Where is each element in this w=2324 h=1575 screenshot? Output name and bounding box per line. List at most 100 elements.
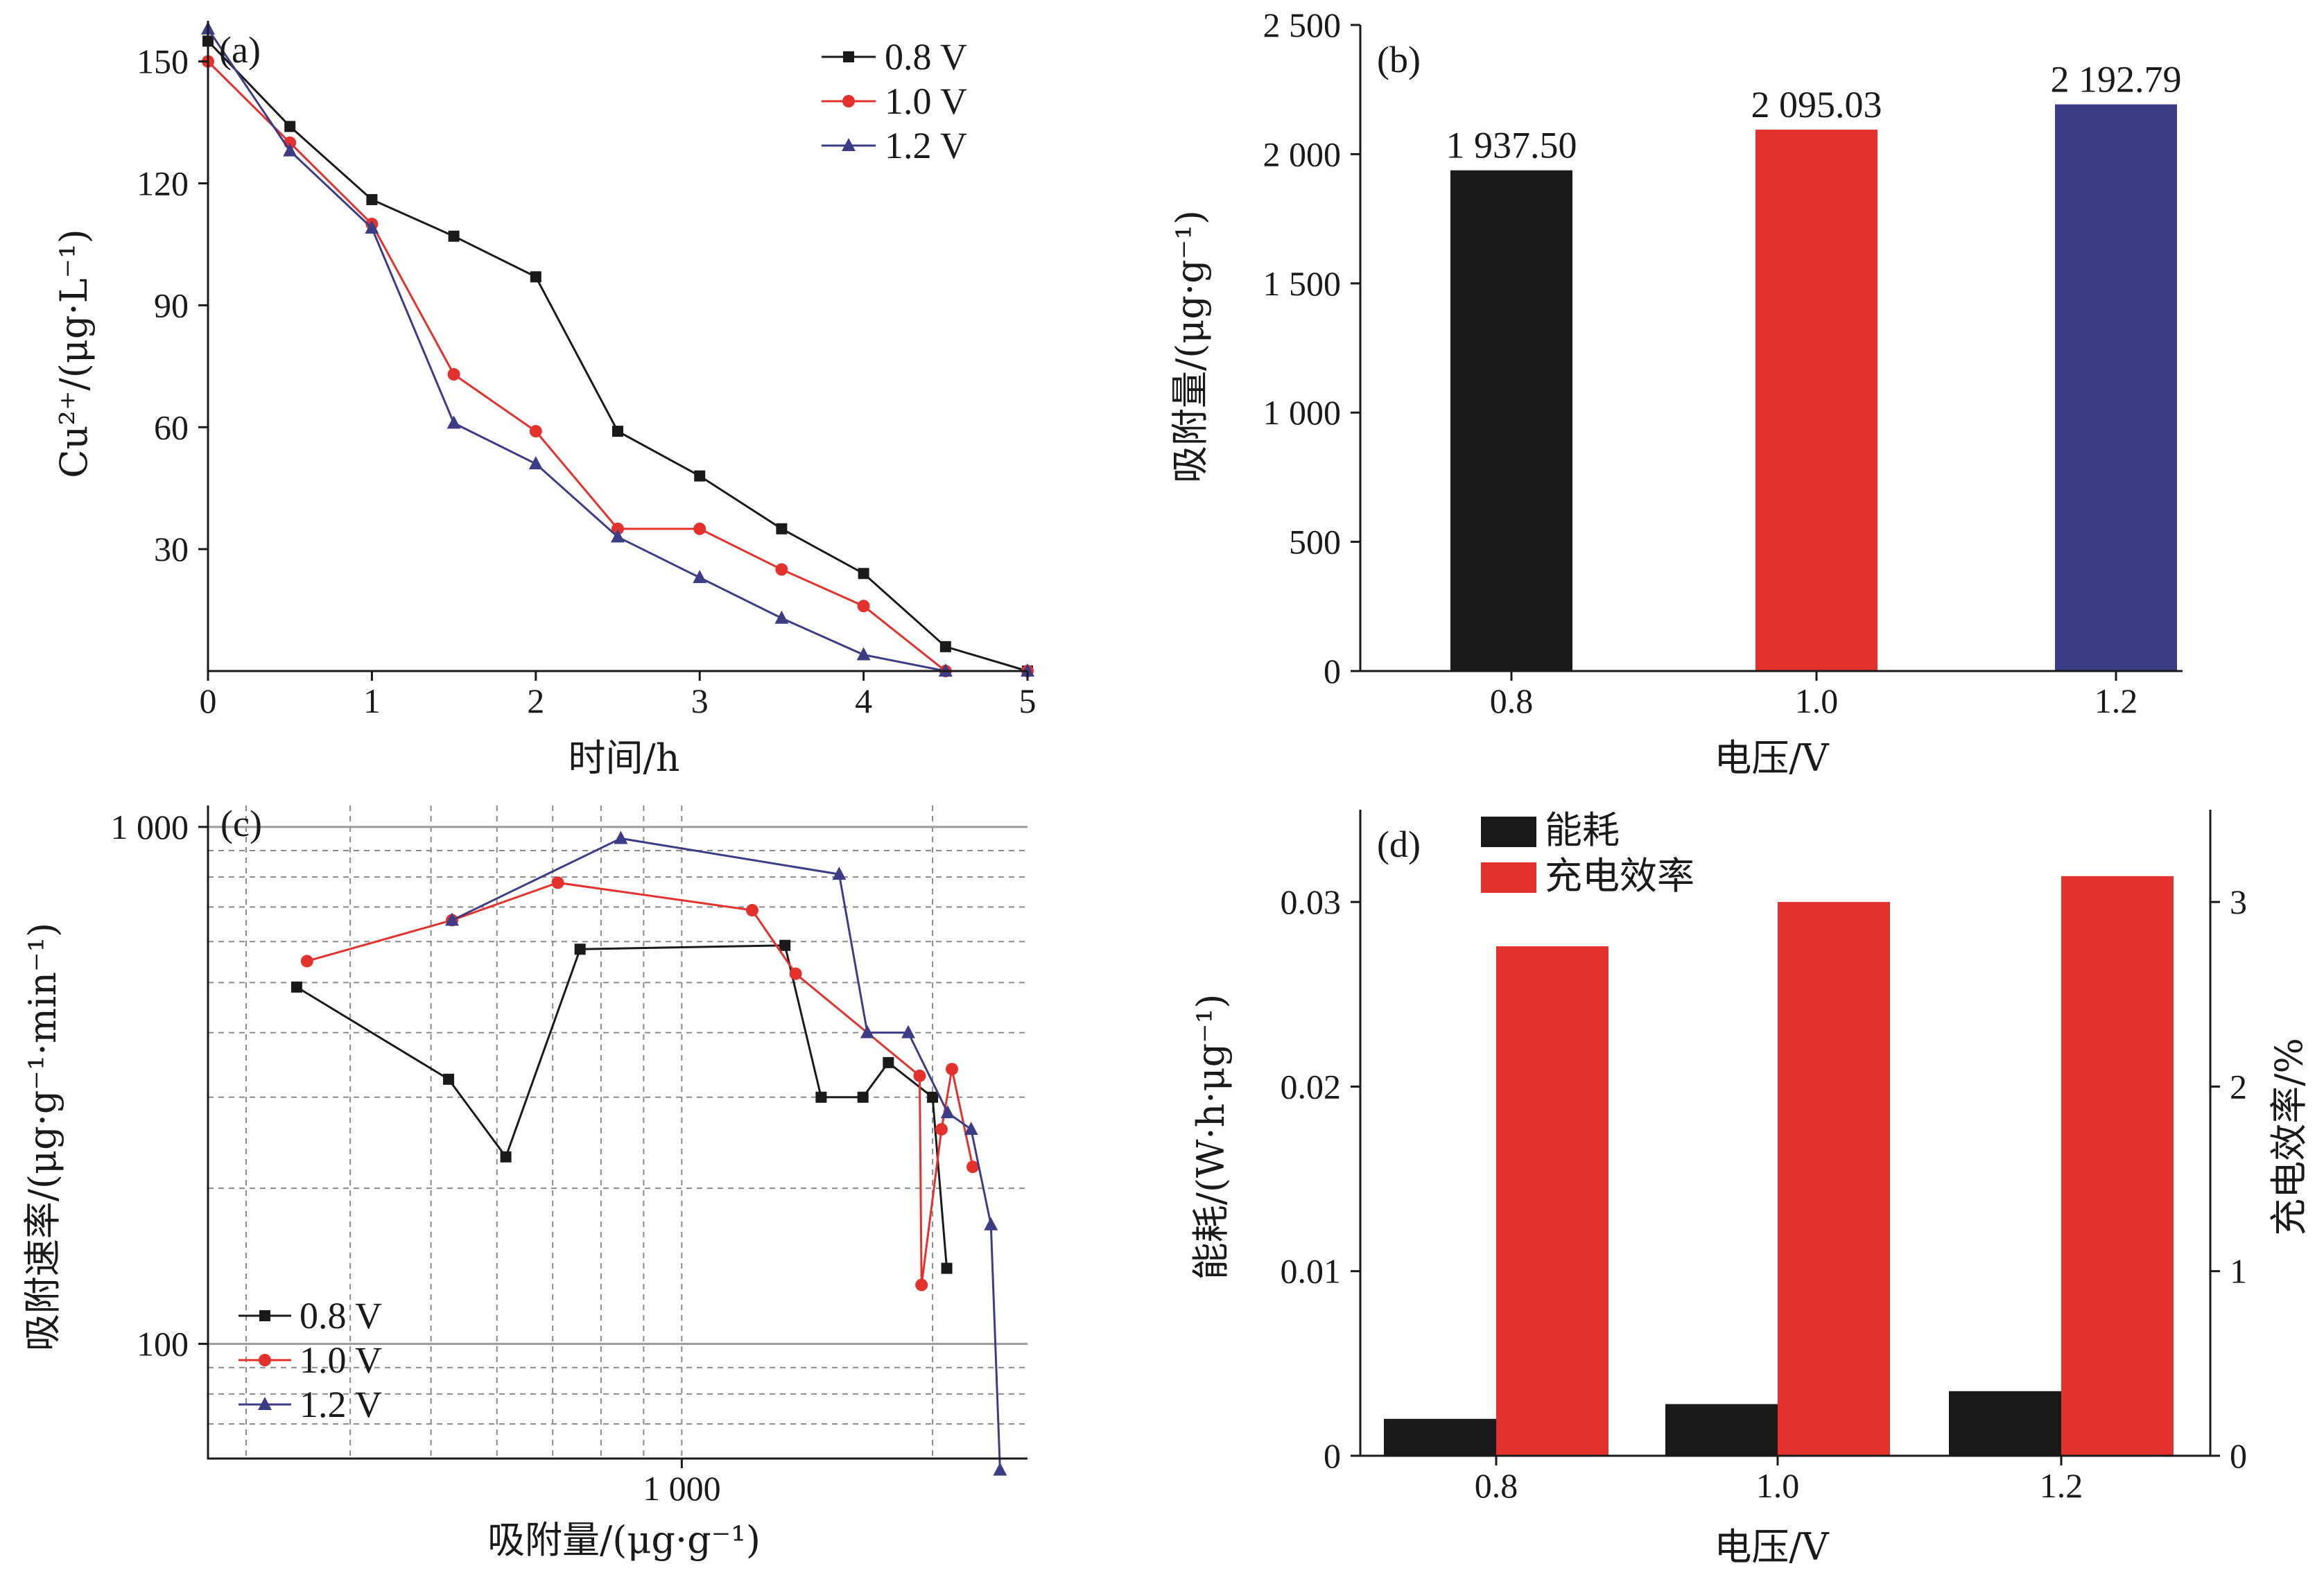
panel-a-point-0 bbox=[530, 271, 541, 283]
panel-a-point-2 bbox=[856, 647, 871, 661]
panel-a-point-2 bbox=[283, 143, 297, 157]
panel-a: (a) 0 1 2 3 4 5 30 60 90 120 150 时间/h Cu²⁺/(μg·L⁻… bbox=[52, 21, 1037, 780]
panel-b-xtick-label: 1.0 bbox=[1795, 681, 1839, 720]
panel-a-xtick-label: 1 bbox=[363, 681, 381, 720]
panel-a-legend-marker bbox=[842, 138, 856, 151]
panel-a-point-2 bbox=[365, 220, 379, 234]
panel-c-legend-label: 1.0 V bbox=[300, 1339, 382, 1381]
panel-b-bar-1.2 bbox=[2055, 104, 2177, 671]
panel-c-point-2 bbox=[940, 1105, 955, 1119]
panel-b-bar-0.8 bbox=[1450, 170, 1572, 671]
panel-d-xlabel: 电压/V bbox=[1714, 1525, 1829, 1569]
panel-a-point-2 bbox=[611, 529, 625, 543]
panel-c-xtick-label: 1 000 bbox=[643, 1469, 721, 1508]
panel-c-point-2 bbox=[614, 830, 628, 844]
panel-c-plot bbox=[290, 830, 1007, 1476]
panel-a-point-1 bbox=[447, 368, 460, 381]
panel-c-ytick-label: 100 bbox=[137, 1325, 189, 1364]
panel-c-point-1 bbox=[913, 1069, 926, 1082]
panel-b-ytick-label: 1 000 bbox=[1263, 393, 1342, 432]
panel-d-plot bbox=[1384, 876, 2174, 1456]
panel-b-ylabel: 吸附量/(μg·g⁻¹) bbox=[1168, 210, 1212, 483]
panel-d-legend-label: 能耗 bbox=[1545, 808, 1620, 852]
panel-a-yticks: 30 60 90 120 150 bbox=[137, 42, 208, 568]
panel-d-yticks: 0 0.01 0.02 0.03 bbox=[1281, 882, 1360, 1475]
panel-b-yticks: 0 500 1 000 1 500 2 000 2 500 bbox=[1263, 6, 1360, 690]
panel-a-ytick-label: 30 bbox=[154, 530, 189, 568]
panel-d: (d) 0.8 1.0 1.2 0 0.01 0.02 0.03 0 1 2 3 电压/V 能耗… bbox=[1189, 808, 2311, 1569]
panel-d-bar-efficiency-1.2 bbox=[2061, 876, 2174, 1456]
panel-d-xtick-label: 1.0 bbox=[1756, 1466, 1800, 1505]
panel-b-ytick-label: 0 bbox=[1324, 652, 1341, 690]
panel-d-bar-efficiency-1.0 bbox=[1778, 902, 1890, 1456]
panel-c-point-1 bbox=[745, 904, 758, 917]
panel-c-legend-marker bbox=[259, 1354, 271, 1366]
panel-a-legend-marker bbox=[842, 95, 855, 107]
panel-b-xtick-label: 0.8 bbox=[1490, 681, 1534, 720]
panel-a-legend-label: 0.8 V bbox=[885, 36, 967, 78]
panel-c-series-line-1 bbox=[306, 881, 974, 1285]
panel-a-ytick-label: 60 bbox=[154, 408, 189, 446]
panel-c-point-1 bbox=[966, 1160, 980, 1174]
panel-c-point-0 bbox=[779, 939, 791, 951]
panel-d-y2tick-label: 3 bbox=[2230, 882, 2247, 921]
panel-b-bar-1.0 bbox=[1755, 129, 1878, 672]
panel-a-xtick-label: 4 bbox=[855, 681, 872, 720]
panel-d-bar-energy-1.0 bbox=[1665, 1404, 1778, 1456]
panel-d-y2tick-label: 2 bbox=[2230, 1067, 2247, 1106]
panel-c-point-0 bbox=[443, 1073, 455, 1085]
panel-c-point-2 bbox=[901, 1025, 915, 1038]
panel-a-xticks: 0 1 2 3 4 5 bbox=[200, 671, 1037, 720]
panel-d-legend-label: 充电效率 bbox=[1545, 854, 1694, 898]
panel-d-bar-efficiency-0.8 bbox=[1496, 946, 1608, 1456]
panel-d-xtick-label: 0.8 bbox=[1475, 1466, 1518, 1505]
panel-c-grid bbox=[208, 806, 1027, 1459]
panel-a-point-2 bbox=[774, 610, 789, 624]
panel-c-point-2 bbox=[984, 1217, 998, 1230]
panel-d-axes bbox=[1359, 810, 2212, 1457]
panel-a-point-2 bbox=[528, 456, 543, 470]
panel-c-axes bbox=[207, 806, 1027, 1460]
panel-a-ylabel: Cu²⁺/(μg·L⁻¹) bbox=[52, 229, 96, 478]
panel-a-point-0 bbox=[366, 193, 378, 205]
panel-c-point-0 bbox=[815, 1091, 827, 1103]
panel-d-ylabel: 能耗/(W·h·μg⁻¹) bbox=[1189, 994, 1233, 1280]
panel-a-point-1 bbox=[529, 425, 542, 438]
panel-b-plot: 1 937.50 2 095.03 2 192.79 bbox=[1446, 59, 2182, 672]
panel-a-point-1 bbox=[775, 563, 788, 576]
panel-a-point-1 bbox=[857, 600, 870, 613]
panel-c-point-1 bbox=[915, 1278, 928, 1291]
panel-c-point-1 bbox=[789, 967, 802, 980]
panel-b-bar-value-label: 2 095.03 bbox=[1751, 84, 1882, 125]
panel-b-ytick-label: 2 000 bbox=[1263, 134, 1342, 173]
panel-a-point-0 bbox=[776, 523, 788, 534]
panel-c-ytick-label: 1 000 bbox=[111, 808, 189, 846]
panel-a-point-0 bbox=[694, 470, 706, 482]
panel-a-legend-marker bbox=[843, 51, 854, 62]
panel-b-label: (b) bbox=[1377, 39, 1421, 80]
panel-c-point-0 bbox=[857, 1091, 869, 1103]
panel-d-ytick-label: 0.01 bbox=[1281, 1252, 1342, 1291]
panel-b-ytick-label: 1 500 bbox=[1263, 264, 1342, 303]
panel-a-point-0 bbox=[448, 230, 460, 242]
panel-c-legend-marker bbox=[259, 1310, 270, 1321]
panel-c-label: (c) bbox=[220, 803, 262, 844]
panel-a-point-2 bbox=[693, 570, 707, 584]
panel-b: 1 937.50 2 095.03 2 192.79 (b) 0.8 1.0 1.2 0… bbox=[1168, 6, 2183, 780]
panel-c-point-2 bbox=[860, 1025, 874, 1038]
panel-d-bar-energy-1.2 bbox=[1949, 1391, 2061, 1456]
panel-c-yticks: 100 1 000 bbox=[111, 808, 208, 1364]
panel-c-legend-label: 1.2 V bbox=[300, 1384, 382, 1425]
panel-a-point-2 bbox=[446, 415, 461, 429]
panel-b-ytick-label: 2 500 bbox=[1263, 6, 1342, 44]
panel-a-xlabel: 时间/h bbox=[569, 736, 680, 780]
panel-c-legend: 0.8 V1.0 V1.2 V bbox=[239, 1295, 382, 1425]
panel-c: (c) 1 000 100 1 000 吸附量/(μg·g⁻¹) 吸附速率/(μg… bbox=[21, 803, 1027, 1562]
panel-d-legend-swatch bbox=[1481, 862, 1536, 893]
panel-a-point-1 bbox=[612, 522, 624, 535]
panel-a-xtick-label: 5 bbox=[1019, 681, 1037, 720]
panel-d-label: (d) bbox=[1377, 824, 1421, 865]
panel-d-xtick-label: 1.2 bbox=[2040, 1466, 2083, 1505]
